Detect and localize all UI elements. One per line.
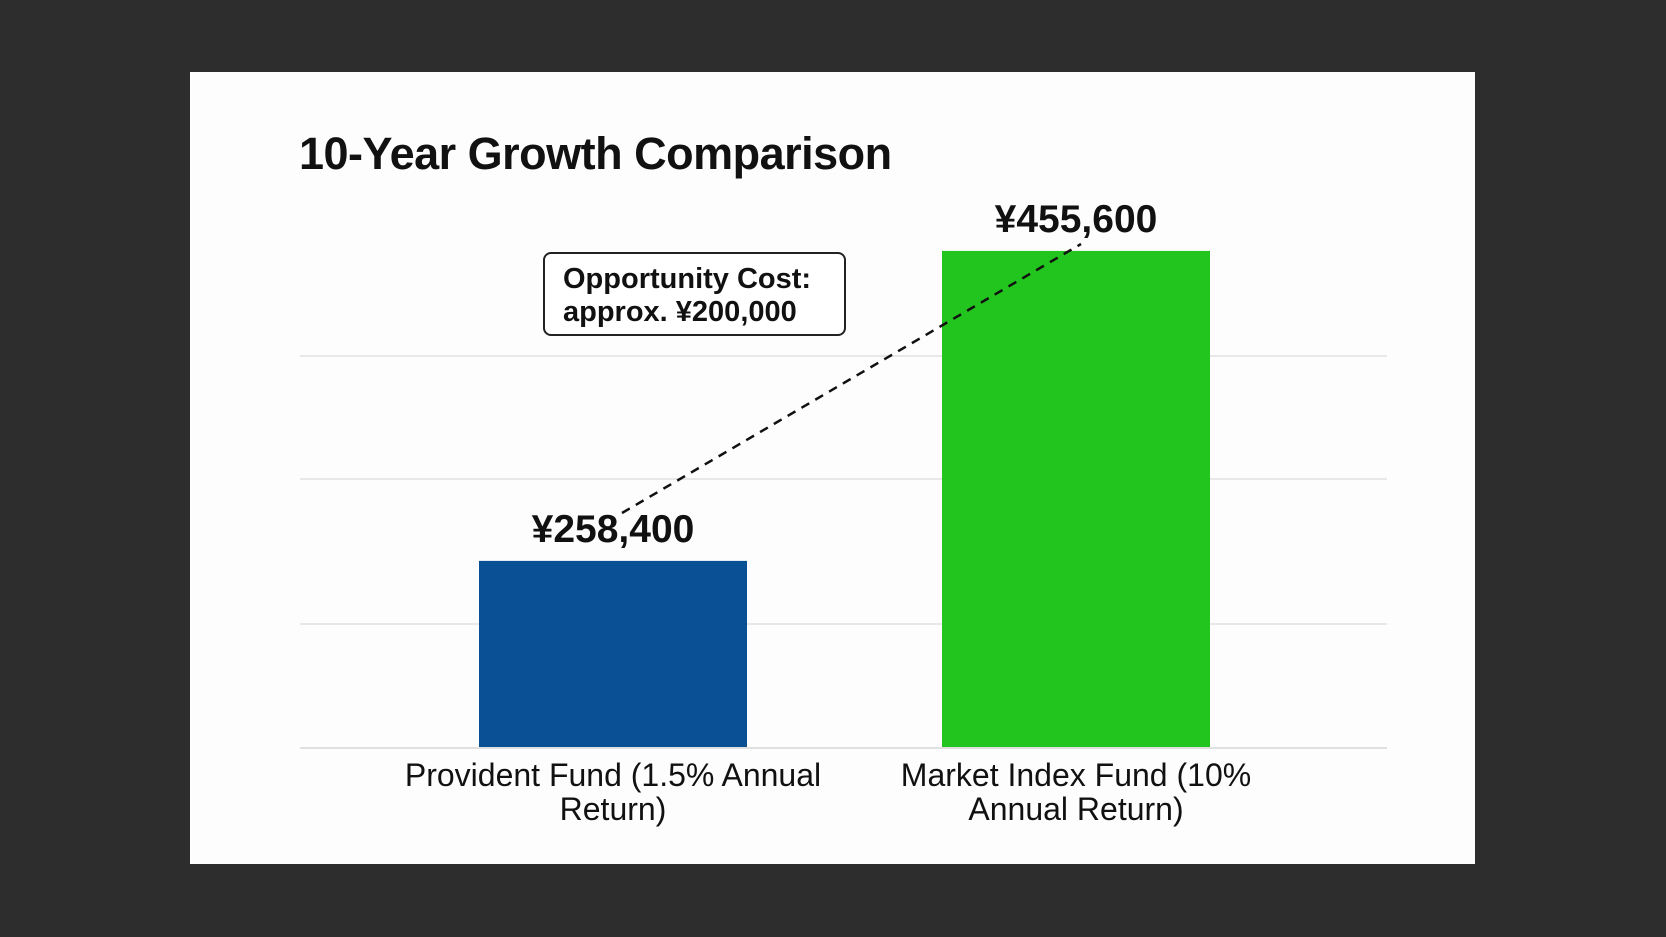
annotation-line-2: approx. ¥200,000 bbox=[563, 296, 797, 328]
value-label-1: ¥258,400 bbox=[532, 508, 695, 551]
chart-title: 10-Year Growth Comparison bbox=[299, 128, 892, 179]
bar-1 bbox=[479, 560, 747, 747]
bar-2 bbox=[942, 250, 1210, 747]
value-label-2: ¥455,600 bbox=[995, 198, 1158, 241]
annotation-line-1: Opportunity Cost: bbox=[563, 263, 812, 295]
category-label-1: Return) bbox=[560, 791, 667, 827]
chart-card bbox=[190, 72, 1475, 864]
category-label-2: Annual Return) bbox=[968, 791, 1183, 827]
opportunity-cost-connector bbox=[621, 242, 1082, 515]
category-label-1: Provident Fund (1.5% Annual bbox=[405, 757, 821, 793]
category-label-2: Market Index Fund (10% bbox=[901, 757, 1251, 793]
opportunity-cost-annotation: Opportunity Cost: approx. ¥200,000 bbox=[543, 252, 846, 336]
